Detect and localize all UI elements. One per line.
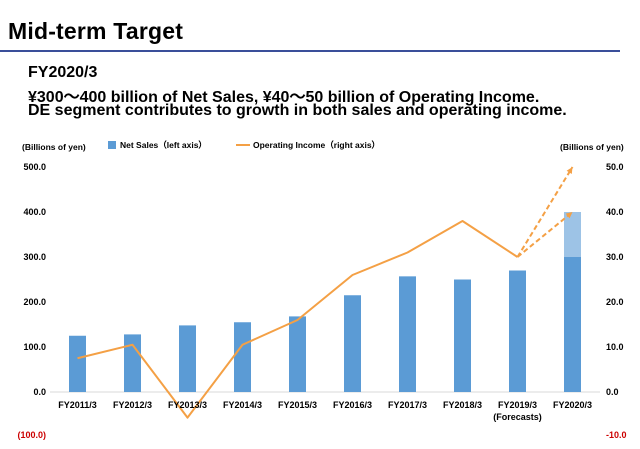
right-axis-tick-label: 30.0 (606, 252, 624, 262)
title-divider (0, 50, 620, 52)
right-axis-tick-label: 20.0 (606, 297, 624, 307)
net-sales-bar (564, 257, 581, 392)
net-sales-bar (234, 322, 251, 392)
x-axis-category-label: FY2013/3 (168, 400, 207, 410)
x-axis-category-label: FY2017/3 (388, 400, 427, 410)
headline-targets: ¥300～400 billion of Net Sales, ¥40～50 bi… (28, 89, 540, 106)
right-axis-tick-label: 40.0 (606, 207, 624, 217)
x-axis-category-label: FY2014/3 (223, 400, 262, 410)
headline-period: FY2020/3 (28, 64, 98, 81)
left-axis-tick-label: 0.0 (33, 387, 46, 397)
page-title: Mid-term Target (8, 18, 184, 44)
net-sales-bar (289, 316, 306, 392)
x-axis-category-label: FY2018/3 (443, 400, 482, 410)
net-sales-bar (509, 270, 526, 392)
left-axis-tick-label: 400.0 (23, 207, 46, 217)
left-axis-title: (Billions of yen) (22, 142, 86, 152)
x-axis-category-label: FY2016/3 (333, 400, 372, 410)
headline-segment: DE segment contributes to growth in both… (28, 102, 567, 119)
net-sales-bar (124, 334, 141, 392)
right-axis-tick-label: -10.0 (606, 430, 627, 440)
left-axis-tick-label: (100.0) (17, 430, 46, 440)
x-axis-category-sublabel: (Forecasts) (493, 412, 542, 422)
x-axis-category-label: FY2011/3 (58, 400, 97, 410)
right-axis-title: (Billions of yen) (560, 142, 624, 152)
operating-income-target-arrow (516, 166, 574, 258)
net-sales-bar (399, 276, 416, 392)
net-sales-target-range-bar (564, 212, 581, 257)
x-axis-category-label: FY2012/3 (113, 400, 152, 410)
net-sales-bar (179, 325, 196, 392)
legend-label-operating-income: Operating Income（right axis） (253, 140, 380, 150)
left-axis-tick-label: 100.0 (23, 342, 46, 352)
operating-income-target-arrowhead (566, 167, 573, 174)
x-axis-category-label: FY2015/3 (278, 400, 317, 410)
left-axis-tick-label: 200.0 (23, 297, 46, 307)
right-axis-tick-label: 50.0 (606, 162, 624, 172)
net-sales-bar (454, 279, 471, 392)
net-sales-bar (344, 295, 361, 392)
net-sales-bar (69, 335, 86, 392)
x-axis-category-label: FY2019/3 (498, 400, 537, 410)
x-axis-category-label: FY2020/3 (553, 400, 592, 410)
legend-swatch-net-sales (108, 141, 116, 149)
legend-label-net-sales: Net Sales（left axis） (120, 140, 207, 150)
operating-income-target-arrowhead (565, 212, 573, 219)
right-axis-tick-label: 10.0 (606, 342, 624, 352)
left-axis-tick-label: 500.0 (23, 162, 46, 172)
operating-income-target-arrow (516, 211, 574, 258)
right-axis-tick-label: 0.0 (606, 387, 619, 397)
left-axis-tick-label: 300.0 (23, 252, 46, 262)
operating-income-line (77, 220, 519, 419)
